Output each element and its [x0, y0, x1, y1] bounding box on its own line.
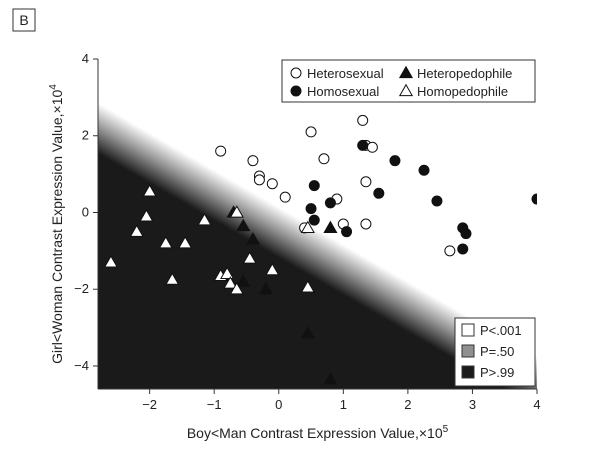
y-tick-label: 0 [82, 204, 89, 219]
point-homosexual [324, 197, 336, 209]
point-homosexual [341, 226, 353, 238]
x-axis-label-exponent: 5 [443, 424, 449, 435]
point-homosexual [431, 195, 443, 207]
axes: −2 −1 0 1 2 3 4 −4 −2 0 2 4 [74, 51, 540, 412]
point-homosexual [308, 180, 320, 192]
legend-label-homosexual: Homosexual [307, 84, 379, 99]
point-heterosexual [360, 176, 372, 188]
probability-label: P>.99 [480, 365, 514, 380]
legend-marker-homopedophile [398, 83, 414, 97]
panel-label-text: B [19, 12, 28, 28]
x-tick-label: 1 [340, 397, 347, 412]
y-axis-label-text: Girl<Woman Contrast Expression Value,×10 [49, 89, 65, 363]
point-homopedophile [300, 220, 315, 233]
x-tick-label: 3 [469, 397, 476, 412]
panel-label: B [12, 8, 36, 32]
y-axis-label-exponent: 4 [48, 84, 59, 90]
point-homosexual [357, 139, 369, 151]
point-heterosexual [253, 174, 265, 186]
y-tick-label: 2 [82, 128, 89, 143]
y-tick-label: −4 [74, 358, 89, 373]
x-tick-label: 0 [275, 397, 282, 412]
point-homopedophile [223, 276, 238, 289]
point-homosexual [305, 203, 317, 215]
point-heterosexual [279, 191, 291, 203]
point-heteropedophile [323, 372, 338, 385]
series-legend: Heterosexual Heteropedophile Homosexual Hom… [281, 59, 536, 103]
legend-marker-heteropedophile [398, 65, 414, 79]
x-tick-label: −2 [142, 397, 157, 412]
x-tick-label: 4 [533, 397, 540, 412]
point-heterosexual [444, 245, 456, 257]
point-homopedophile [242, 251, 257, 264]
point-homopedophile [229, 282, 244, 295]
point-homosexual [418, 164, 430, 176]
legend-marker-homosexual [290, 85, 302, 97]
x-axis-label-text: Boy<Man Contrast Expression Value,×10 [187, 425, 443, 441]
legend-marker-heterosexual [290, 67, 302, 79]
x-tick-label: −1 [207, 397, 222, 412]
y-axis-label: Girl<Woman Contrast Expression Value,×10… [48, 84, 65, 364]
probability-label: P<.001 [480, 323, 522, 338]
point-heterosexual [318, 153, 330, 165]
data-points [103, 114, 537, 385]
point-homopedophile [158, 235, 173, 249]
legend-label-heterosexual: Heterosexual [307, 66, 384, 81]
point-heteropedophile [236, 218, 251, 232]
x-axis-label: Boy<Man Contrast Expression Value,×105 [187, 424, 449, 441]
point-heterosexual [247, 155, 259, 167]
point-homopedophile [300, 280, 315, 293]
point-homosexual [373, 187, 385, 199]
point-homopedophile [265, 262, 280, 276]
point-homosexual [308, 214, 320, 226]
point-heterosexual [305, 126, 317, 138]
point-homopedophile [139, 209, 154, 222]
probability-legend: P<.001 P=.50 P>.99 [454, 317, 536, 387]
point-homosexual [389, 155, 401, 167]
point-homopedophile [103, 255, 118, 268]
probability-swatch [461, 365, 475, 379]
x-tick-label: 2 [404, 397, 411, 412]
point-heterosexual [215, 145, 227, 157]
point-homosexual [531, 193, 537, 205]
point-homosexual [457, 243, 469, 255]
probability-label: P=.50 [480, 344, 514, 359]
point-homopedophile [229, 205, 244, 218]
legend-label-homopedophile: Homopedophile [417, 84, 508, 99]
point-heterosexual [366, 141, 378, 153]
point-homopedophile [220, 266, 235, 280]
point-heteropedophile [258, 282, 273, 295]
legend-label-heteropedophile: Heteropedophile [417, 66, 512, 81]
point-heterosexual [357, 114, 369, 126]
probability-swatch [461, 344, 475, 358]
point-heteropedophile [245, 232, 261, 245]
point-heteropedophile [323, 220, 338, 233]
point-homosexual [460, 228, 472, 240]
point-heteropedophile [300, 326, 315, 339]
y-tick-label: 4 [82, 51, 89, 66]
point-homopedophile [165, 272, 180, 285]
point-heteropedophile [236, 274, 251, 287]
point-heterosexual [266, 178, 278, 190]
point-homopedophile [197, 212, 212, 226]
point-homopedophile [178, 235, 193, 249]
point-homopedophile [129, 224, 144, 237]
point-homopedophile [142, 184, 157, 197]
probability-swatch [461, 323, 475, 337]
y-tick-label: −2 [74, 281, 89, 296]
point-heterosexual [360, 218, 372, 230]
